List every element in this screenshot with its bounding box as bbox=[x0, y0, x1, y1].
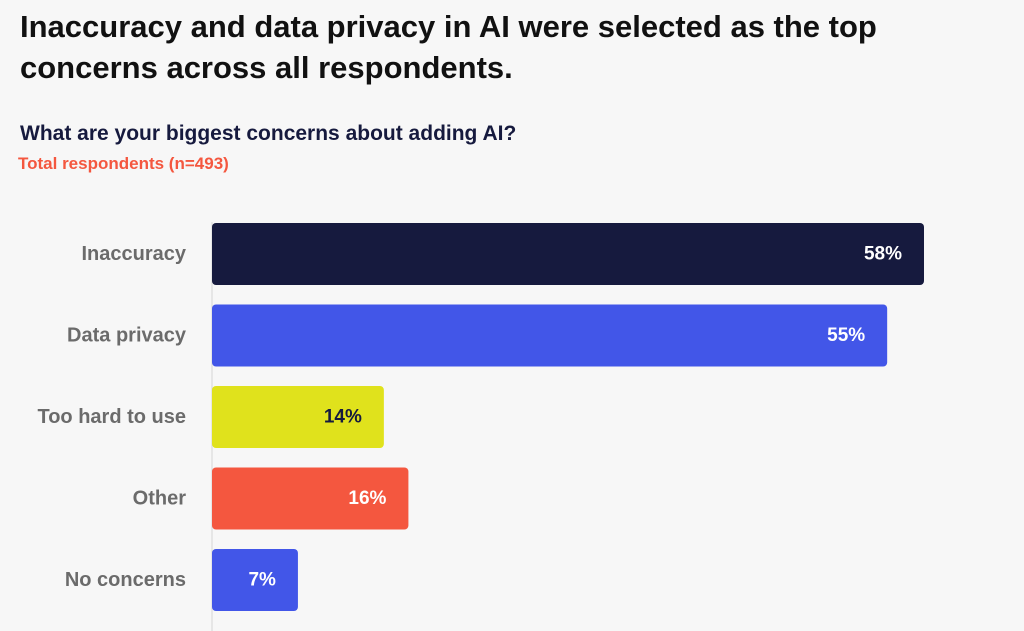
chart-question: What are your biggest concerns about add… bbox=[20, 122, 517, 145]
value-label-inaccuracy: 58% bbox=[864, 244, 902, 265]
category-label-other: Other bbox=[133, 488, 187, 510]
bar-too-hard-to-use bbox=[212, 386, 384, 448]
bar-inaccuracy bbox=[212, 223, 924, 285]
category-label-no-concerns: No concerns bbox=[65, 569, 186, 591]
category-label-data-privacy: Data privacy bbox=[67, 325, 187, 347]
respondents-count: Total respondents (n=493) bbox=[18, 154, 229, 173]
value-label-no-concerns: 7% bbox=[248, 570, 276, 591]
category-label-too-hard-to-use: Too hard to use bbox=[37, 406, 186, 428]
bar-other bbox=[212, 467, 409, 530]
bar-data-privacy bbox=[212, 304, 888, 367]
value-label-too-hard-to-use: 14% bbox=[324, 407, 362, 428]
value-label-data-privacy: 55% bbox=[827, 325, 865, 346]
headline: Inaccuracy and data privacy in AI were s… bbox=[20, 9, 877, 85]
bar-no-concerns bbox=[212, 549, 298, 611]
value-label-other: 16% bbox=[348, 488, 386, 509]
category-label-inaccuracy: Inaccuracy bbox=[81, 243, 186, 265]
